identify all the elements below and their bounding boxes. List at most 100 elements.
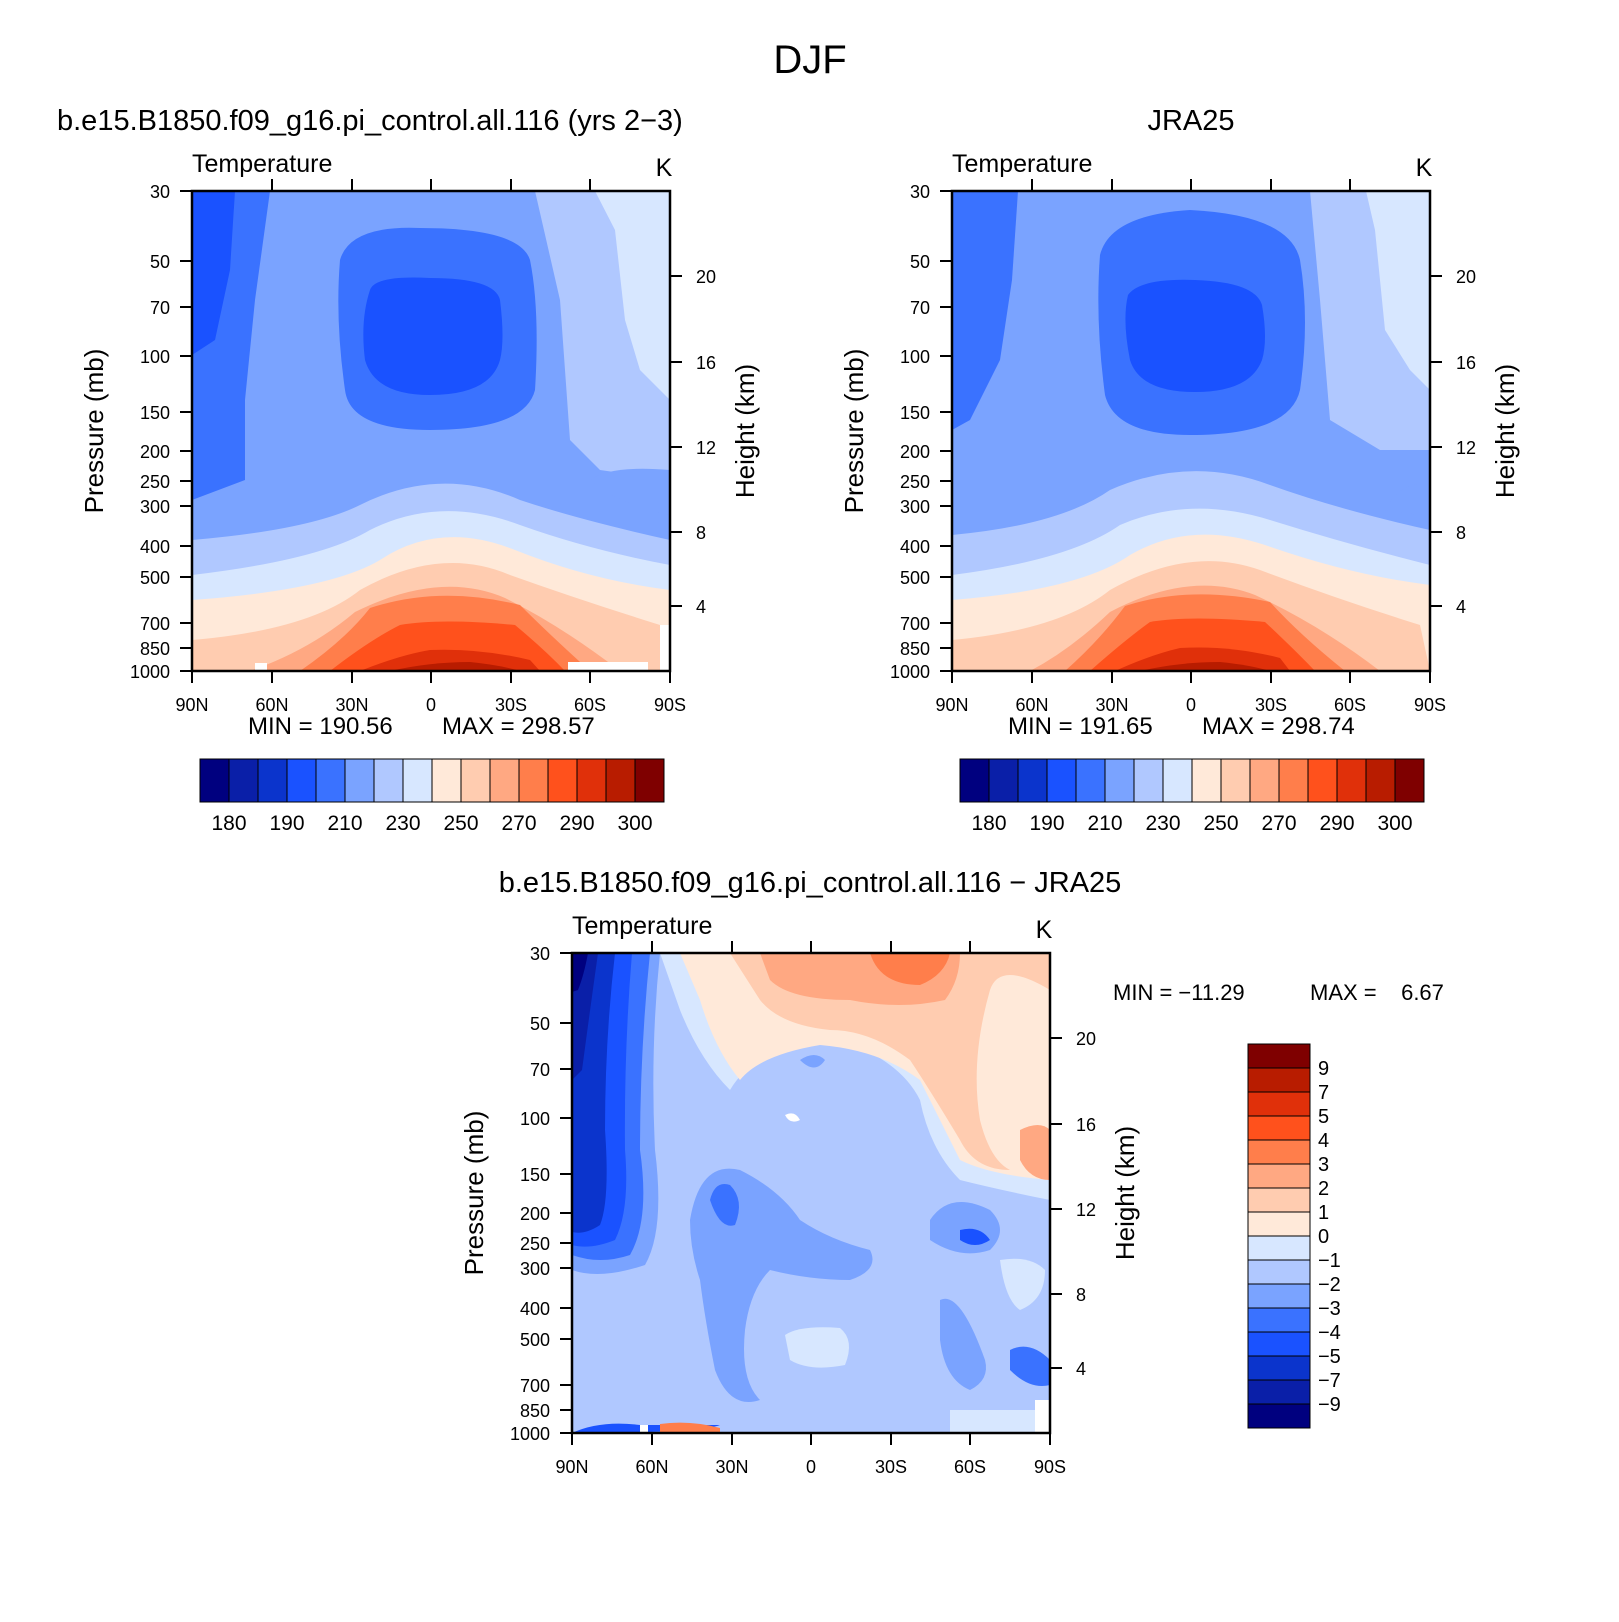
cb: [634, 758, 665, 803]
panel-model-title: b.e15.B1850.f09_g16.pi_control.all.116 (…: [57, 105, 683, 137]
yt: 50: [150, 252, 170, 272]
cb: [431, 758, 462, 803]
panel-obs: JRA25 Temperature K: [839, 105, 1520, 835]
panel-model-variable: Temperature: [192, 150, 332, 178]
cb: [1247, 1211, 1311, 1237]
y2t: 12: [696, 438, 716, 458]
cb: [1247, 1091, 1311, 1117]
yt: 500: [520, 1330, 550, 1350]
y2label: Height (km): [1110, 1126, 1140, 1260]
panel-diff-contours: [572, 953, 1050, 1433]
cb-label: 5: [1318, 1106, 1329, 1128]
panel-obs-title: JRA25: [1147, 105, 1234, 137]
yt: 250: [520, 1234, 550, 1254]
cb-label: 9: [1318, 1058, 1329, 1080]
y2t: 8: [696, 523, 706, 543]
cb-label: 190: [1029, 812, 1064, 835]
xt: 30N: [715, 1457, 748, 1477]
panel-obs-variable: Temperature: [952, 150, 1092, 178]
yt: 700: [520, 1376, 550, 1396]
cb: [344, 758, 375, 803]
y2t: 4: [696, 597, 706, 617]
cb-label: 270: [1261, 812, 1296, 835]
cb: [1307, 758, 1338, 803]
yt: 1000: [890, 662, 930, 682]
panel-diff: b.e15.B1850.f09_g16.pi_control.all.116 −…: [459, 867, 1444, 1477]
xt: 90S: [1034, 1457, 1066, 1477]
cb: [1247, 1355, 1311, 1381]
yt: 500: [900, 568, 930, 588]
cb-label: 300: [1377, 812, 1412, 835]
yt: 70: [530, 1060, 550, 1080]
yt: 30: [910, 182, 930, 202]
yt: 250: [900, 472, 930, 492]
panel-obs-contours: [952, 191, 1430, 671]
cb: [1247, 1163, 1311, 1189]
xt: 30N: [1095, 695, 1128, 715]
yt: 200: [140, 442, 170, 462]
cb: [1247, 1307, 1311, 1333]
ylabel: Pressure (mb): [839, 349, 869, 514]
y2label: Height (km): [1490, 364, 1520, 498]
cb: [1247, 1259, 1311, 1285]
cb: [1394, 758, 1425, 803]
yt: 30: [530, 944, 550, 964]
yt: 850: [140, 639, 170, 659]
min-label: MIN = −11.29: [1113, 980, 1245, 1005]
yt: 850: [900, 639, 930, 659]
cb: [1191, 758, 1222, 803]
cb: [1336, 758, 1367, 803]
cb: [1247, 1331, 1311, 1357]
panel-model-units: K: [656, 154, 673, 182]
cb-label: 230: [385, 812, 420, 835]
cb-label: −2: [1318, 1274, 1341, 1296]
y2t: 4: [1076, 1359, 1086, 1379]
y2t: 16: [1076, 1115, 1096, 1135]
xt: 30S: [495, 695, 527, 715]
yt: 150: [900, 403, 930, 423]
xt: 90S: [654, 695, 686, 715]
cb: [1104, 758, 1135, 803]
yt: 100: [520, 1109, 550, 1129]
panel-diff-units: K: [1036, 916, 1053, 944]
yt: 250: [140, 472, 170, 492]
cb-label: −9: [1318, 1394, 1341, 1416]
y2t: 16: [1456, 353, 1476, 373]
cb: [605, 758, 636, 803]
y2t: 20: [696, 267, 716, 287]
yt: 150: [140, 403, 170, 423]
xt: 0: [806, 1457, 816, 1477]
cb: [1278, 758, 1309, 803]
yt: 400: [520, 1299, 550, 1319]
y2t: 8: [1456, 523, 1466, 543]
cb: [1046, 758, 1077, 803]
yt: 400: [900, 537, 930, 557]
yt: 70: [150, 298, 170, 318]
cb: [228, 758, 259, 803]
yt: 100: [140, 347, 170, 367]
yt: 200: [520, 1204, 550, 1224]
cb-label: 290: [559, 812, 594, 835]
y2t: 20: [1076, 1029, 1096, 1049]
cb: [1075, 758, 1106, 803]
y2t: 8: [1076, 1285, 1086, 1305]
cb: [1365, 758, 1396, 803]
yt: 150: [520, 1165, 550, 1185]
cb: [1247, 1379, 1311, 1405]
cb-label: −1: [1318, 1250, 1341, 1272]
xt: 90N: [555, 1457, 588, 1477]
xt: 0: [1186, 695, 1196, 715]
yt: 300: [520, 1259, 550, 1279]
cb-label: 300: [617, 812, 652, 835]
cb: [1162, 758, 1193, 803]
figure-title: DJF: [773, 38, 846, 82]
cb-label: −7: [1318, 1370, 1341, 1392]
cb-label: 7: [1318, 1082, 1329, 1104]
cb: [547, 758, 578, 803]
panel-diff-variable: Temperature: [572, 912, 712, 940]
cb-label: −5: [1318, 1346, 1341, 1368]
xt: 30S: [1255, 695, 1287, 715]
cb: [1247, 1043, 1311, 1069]
panel-model: b.e15.B1850.f09_g16.pi_control.all.116 (…: [57, 105, 760, 835]
y2t: 12: [1076, 1200, 1096, 1220]
